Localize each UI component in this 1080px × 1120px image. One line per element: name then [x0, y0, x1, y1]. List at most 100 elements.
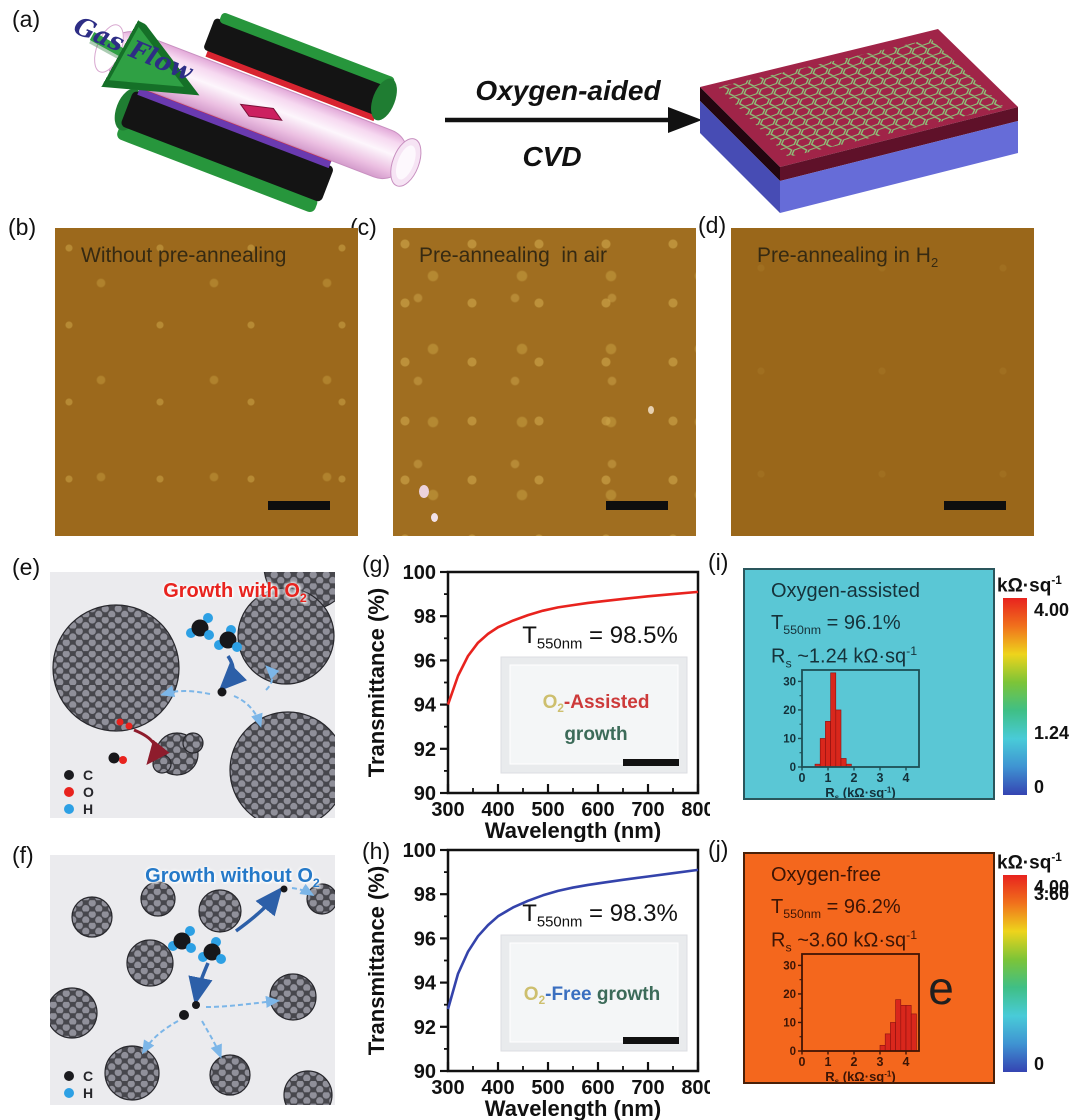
svg-text:300: 300 — [431, 799, 464, 821]
methane-molecule — [186, 613, 214, 640]
legend-f: C H — [64, 1067, 93, 1101]
svg-text:90: 90 — [414, 1061, 436, 1083]
svg-text:Rs (kΩ·sq-1): Rs (kΩ·sq-1) — [825, 785, 895, 798]
methane-molecule — [198, 937, 226, 964]
growth-with-o2-panel: Growth with O2 C O H — [50, 521, 353, 829]
particle-speck — [648, 406, 654, 414]
svg-text:0: 0 — [799, 771, 806, 785]
svg-text:O2-Assisted: O2-Assisted — [543, 692, 650, 715]
svg-text:30: 30 — [783, 676, 796, 688]
escape-arrow — [234, 886, 283, 933]
substrate-chip — [239, 103, 283, 121]
afm-caption: Pre-annealing in H2 — [757, 244, 939, 271]
cvd-furnace-illustration: Gas Flow — [70, 11, 422, 212]
panel-label-h: (h) — [362, 838, 391, 864]
transmittance-chart-oxygen-free: 300 400 500 600 700 800 90 92 94 96 98 100 Wavelengt… — [364, 840, 710, 1120]
svg-text:96: 96 — [414, 928, 436, 950]
svg-text:e: e — [928, 962, 954, 1014]
afm-image-preannealing-air: Pre-annealing in air — [393, 228, 696, 536]
svg-text:100: 100 — [403, 562, 436, 584]
legend-e: C O H — [64, 766, 94, 817]
colorbar-gradient — [1003, 875, 1027, 1072]
scale-bar — [268, 501, 330, 510]
panel-label-d: (d) — [698, 212, 727, 238]
legend-label: H — [83, 800, 94, 817]
svg-text:Wavelength (nm): Wavelength (nm) — [485, 818, 661, 842]
svg-text:94: 94 — [414, 973, 437, 995]
oxygen-dot-icon — [64, 786, 74, 797]
svg-text:92: 92 — [414, 1017, 436, 1039]
diffusion-arrows — [141, 995, 280, 1059]
svg-text:T550nm = 98.5%: T550nm = 98.5% — [522, 622, 678, 652]
colorbar-min-label: 0 — [1034, 1054, 1045, 1074]
svg-text:30: 30 — [783, 960, 796, 972]
svg-text:Rs (kΩ·sq-1): Rs (kΩ·sq-1) — [825, 1069, 895, 1082]
etching-arrow — [133, 728, 170, 766]
methane-molecule — [214, 625, 242, 652]
svg-text:2: 2 — [851, 771, 858, 785]
decomposition-arrow — [218, 655, 248, 692]
svg-text:800: 800 — [681, 1077, 710, 1099]
panel-label-j: (j) — [708, 836, 729, 862]
carbon-atom — [179, 1010, 189, 1020]
co-molecule — [108, 752, 127, 764]
svg-text:0: 0 — [799, 1055, 806, 1069]
afm-caption: Pre-annealing in air — [419, 244, 607, 267]
diffusion-arrow — [291, 883, 315, 897]
svg-text:700: 700 — [631, 1077, 664, 1099]
transmittance-chart-oxygen-assisted: 300 400 500 600 700 800 90 92 94 96 98 100 Wavelengt… — [364, 562, 710, 842]
svg-text:700: 700 — [631, 799, 664, 821]
afm-image-preannealing-h2: Pre-annealing in H2 — [731, 228, 1034, 536]
svg-text:O2-Free growth: O2-Free growth — [524, 984, 660, 1007]
oxygen-atom — [125, 722, 133, 730]
methane-molecule — [168, 926, 196, 953]
colorbar-i: 4.00 1.24 0 — [1003, 598, 1080, 797]
svg-text:600: 600 — [581, 1077, 614, 1099]
panel-label-g: (g) — [362, 551, 391, 577]
svg-text:98: 98 — [414, 606, 436, 628]
legend-item: O — [64, 783, 94, 800]
svg-text:growth: growth — [564, 724, 627, 745]
carbon-atom — [192, 1001, 200, 1009]
map-transmittance: T550nm = 96.2% — [771, 896, 901, 921]
svg-text:10: 10 — [783, 733, 796, 745]
decomposition-arrow — [188, 962, 213, 1006]
legend-item: H — [64, 800, 94, 817]
svg-text:400: 400 — [481, 799, 514, 821]
svg-text:0: 0 — [790, 1046, 796, 1058]
particle-speck — [431, 513, 438, 522]
svg-text:600: 600 — [581, 799, 614, 821]
legend-item: C — [64, 1067, 93, 1084]
svg-text:10: 10 — [783, 1017, 796, 1029]
carbon-atom — [280, 885, 288, 893]
hydrogen-dot-icon — [64, 803, 74, 814]
legend-label: H — [83, 1084, 94, 1101]
carbon-dot-icon — [64, 769, 74, 780]
process-arrow: Oxygen-aided CVD — [445, 75, 702, 172]
map-sheet-resistance: Rs ~1.24 kΩ·sq-1 — [771, 644, 918, 671]
legend-item: H — [64, 1084, 93, 1101]
resistance-histogram-inset: 0 1 2 3 4 0 10 20 30 Rs (kΩ·sq-1) — [783, 669, 920, 802]
sheet-resistance-map-oxygen-free: Oxygen-free T550nm = 96.2% Rs ~3.60 kΩ·s… — [743, 852, 995, 1086]
map-title: Oxygen-free — [771, 864, 882, 886]
panel-label-e: (e) — [12, 554, 41, 580]
svg-text:3: 3 — [877, 771, 884, 785]
carbon-dot-icon — [64, 1070, 74, 1081]
svg-text:92: 92 — [414, 739, 436, 761]
map-sheet-resistance: Rs ~3.60 kΩ·sq-1 — [771, 928, 918, 955]
resistance-histogram-inset: 0 1 2 3 4 0 10 20 30 Rs (kΩ·sq-1) e — [783, 953, 954, 1086]
svg-text:3: 3 — [877, 1055, 884, 1069]
svg-text:98: 98 — [414, 884, 436, 906]
svg-text:4: 4 — [903, 771, 910, 785]
map-title: Oxygen-assisted — [771, 580, 920, 602]
afm-image-without-preannealing: Without pre-annealing — [55, 228, 358, 536]
svg-text:20: 20 — [783, 989, 796, 1001]
oxygen-atom — [116, 718, 124, 726]
legend-label: C — [83, 766, 94, 783]
svg-text:1: 1 — [825, 771, 832, 785]
gas-flow-arrow — [89, 36, 168, 78]
process-label-bottom: CVD — [522, 141, 581, 172]
panel-label-a: (a) — [12, 6, 41, 32]
graphene-flakes — [52, 521, 353, 829]
legend-label: O — [83, 783, 94, 800]
